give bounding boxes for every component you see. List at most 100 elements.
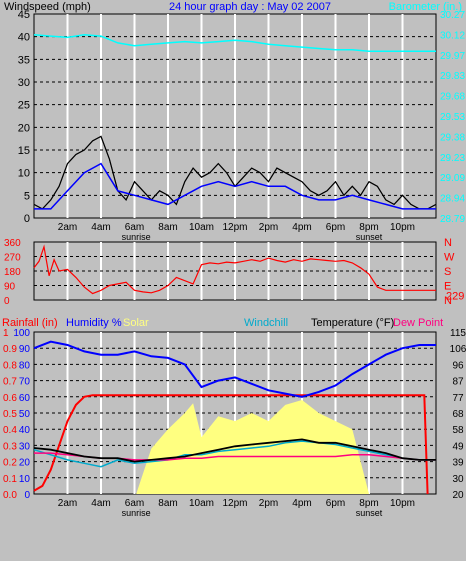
rain-tick-label: 0.1 <box>3 474 17 485</box>
rain-tick-label: 0.7 <box>3 377 17 388</box>
wind-x-tick: 12pm <box>222 222 247 233</box>
humidity-tick-label: 20 <box>19 458 31 469</box>
barometer-tick-label: 28.79 <box>440 214 465 225</box>
temp-x-tick: 8pm <box>359 498 378 509</box>
temp-x-tick: 10pm <box>390 498 415 509</box>
humidity-tick-label: 90 <box>19 344 31 355</box>
wind-x-tick: 10am <box>189 222 214 233</box>
wind-tick-label: 30 <box>18 77 30 89</box>
temp-tick-label: 68 <box>452 409 464 420</box>
barometer-tick-label: 28.94 <box>440 194 465 205</box>
sunrise-label: sunrise <box>122 232 151 242</box>
barometer-tick-label: 30.12 <box>440 30 465 41</box>
wind-tick-label: 40 <box>18 32 30 44</box>
chart-title: 24 hour graph day : May 02 2007 <box>169 1 331 13</box>
temp-tick-label: 20 <box>452 490 464 501</box>
barometer-tick-label: 29.97 <box>440 51 465 62</box>
humidity-tick-label: 70 <box>19 377 31 388</box>
barometer-tick-label: 29.23 <box>440 153 465 164</box>
rain-tick-label: 1 <box>3 328 9 339</box>
compass-label: E <box>444 281 451 293</box>
sunset-label: sunset <box>356 508 383 518</box>
compass-label: N <box>444 237 452 249</box>
wind-tick-label: 35 <box>18 54 30 66</box>
legend-solar: Solar <box>123 317 149 329</box>
barometer-tick-label: 29.09 <box>440 173 465 184</box>
wind-tick-label: 0 <box>24 213 30 225</box>
temp-tick-label: 77 <box>452 393 464 404</box>
wind-tick-label: 45 <box>18 9 30 21</box>
temp-tick-label: 58 <box>452 425 464 436</box>
temp-tick-label: 49 <box>452 441 464 452</box>
wind-tick-label: 25 <box>18 100 30 112</box>
wind-x-tick: 6am <box>125 222 144 233</box>
compass-label: W <box>444 252 455 264</box>
legend-temperature: Temperature (°F) <box>311 317 394 329</box>
wind-x-tick: 10pm <box>390 222 415 233</box>
temp-tick-label: 30 <box>452 474 464 485</box>
wind-x-tick: 2pm <box>259 222 278 233</box>
temp-x-tick: 8am <box>158 498 177 509</box>
rain-tick-label: 0.6 <box>3 393 17 404</box>
direction-tick-label: 360 <box>4 238 21 249</box>
wind-tick-label: 15 <box>18 145 30 157</box>
temp-tick-label: 87 <box>452 377 464 388</box>
wind-tick-label: 20 <box>18 122 30 134</box>
temp-x-tick: 4am <box>91 498 110 509</box>
temp-x-tick: 6am <box>125 498 144 509</box>
rain-tick-label: 0.9 <box>3 344 17 355</box>
wind-x-tick: 4am <box>91 222 110 233</box>
temp-x-tick: 2am <box>58 498 77 509</box>
humidity-line <box>33 340 436 398</box>
wind-avg-line <box>34 162 436 210</box>
temp-x-tick: 10am <box>189 498 214 509</box>
legend-dewpoint: Dew Point <box>393 317 443 329</box>
current-direction-value: 229 <box>446 291 464 303</box>
barometer-line <box>33 33 436 52</box>
humidity-tick-label: 0 <box>24 490 30 501</box>
temp-tick-label: 96 <box>452 360 464 371</box>
rain-tick-label: 0.4 <box>3 425 17 436</box>
humidity-tick-label: 60 <box>19 393 31 404</box>
temp-x-tick: 4pm <box>292 498 311 509</box>
barometer-tick-label: 29.38 <box>440 132 465 143</box>
rainfall-line <box>33 394 429 495</box>
humidity-tick-label: 50 <box>19 409 31 420</box>
sunrise-label: sunrise <box>122 508 151 518</box>
temp-x-tick: 6pm <box>326 498 345 509</box>
compass-label: S <box>444 266 451 278</box>
barometer-tick-label: 29.53 <box>440 112 465 123</box>
rain-tick-label: 0.3 <box>3 441 17 452</box>
rain-tick-label: 0.5 <box>3 409 17 420</box>
barometer-tick-label: 29.68 <box>440 92 465 103</box>
legend-windchill: Windchill <box>244 317 288 329</box>
rain-tick-label: 0.8 <box>3 360 17 371</box>
barometer-tick-label: 30.27 <box>440 10 465 21</box>
temp-x-tick: 2pm <box>259 498 278 509</box>
legend-rainfall: Rainfall (in) <box>2 317 58 329</box>
direction-tick-label: 270 <box>4 253 21 264</box>
barometer-axis-title: Barometer (in.) <box>389 1 462 13</box>
temp-x-tick: 12pm <box>222 498 247 509</box>
direction-tick-label: 180 <box>4 267 21 278</box>
temp-tick-label: 39 <box>452 458 464 469</box>
humidity-tick-label: 40 <box>19 425 31 436</box>
humidity-tick-label: 100 <box>13 328 30 339</box>
wind-x-tick: 6pm <box>326 222 345 233</box>
solar-area <box>136 400 369 494</box>
compass-label: N <box>444 295 452 307</box>
direction-line <box>33 244 436 295</box>
humidity-tick-label: 80 <box>19 360 31 371</box>
temperature-line <box>33 438 436 463</box>
direction-tick-label: 0 <box>4 296 10 307</box>
temp-tick-label: 115 <box>450 328 466 339</box>
wind-tick-label: 10 <box>18 168 30 180</box>
wind-tick-label: 5 <box>24 190 30 202</box>
direction-tick-label: 90 <box>4 282 16 293</box>
barometer-tick-label: 29.83 <box>440 71 465 82</box>
legend-humidity: Humidity % <box>66 317 122 329</box>
wind-x-tick: 4pm <box>292 222 311 233</box>
temp-tick-label: 106 <box>450 344 466 355</box>
